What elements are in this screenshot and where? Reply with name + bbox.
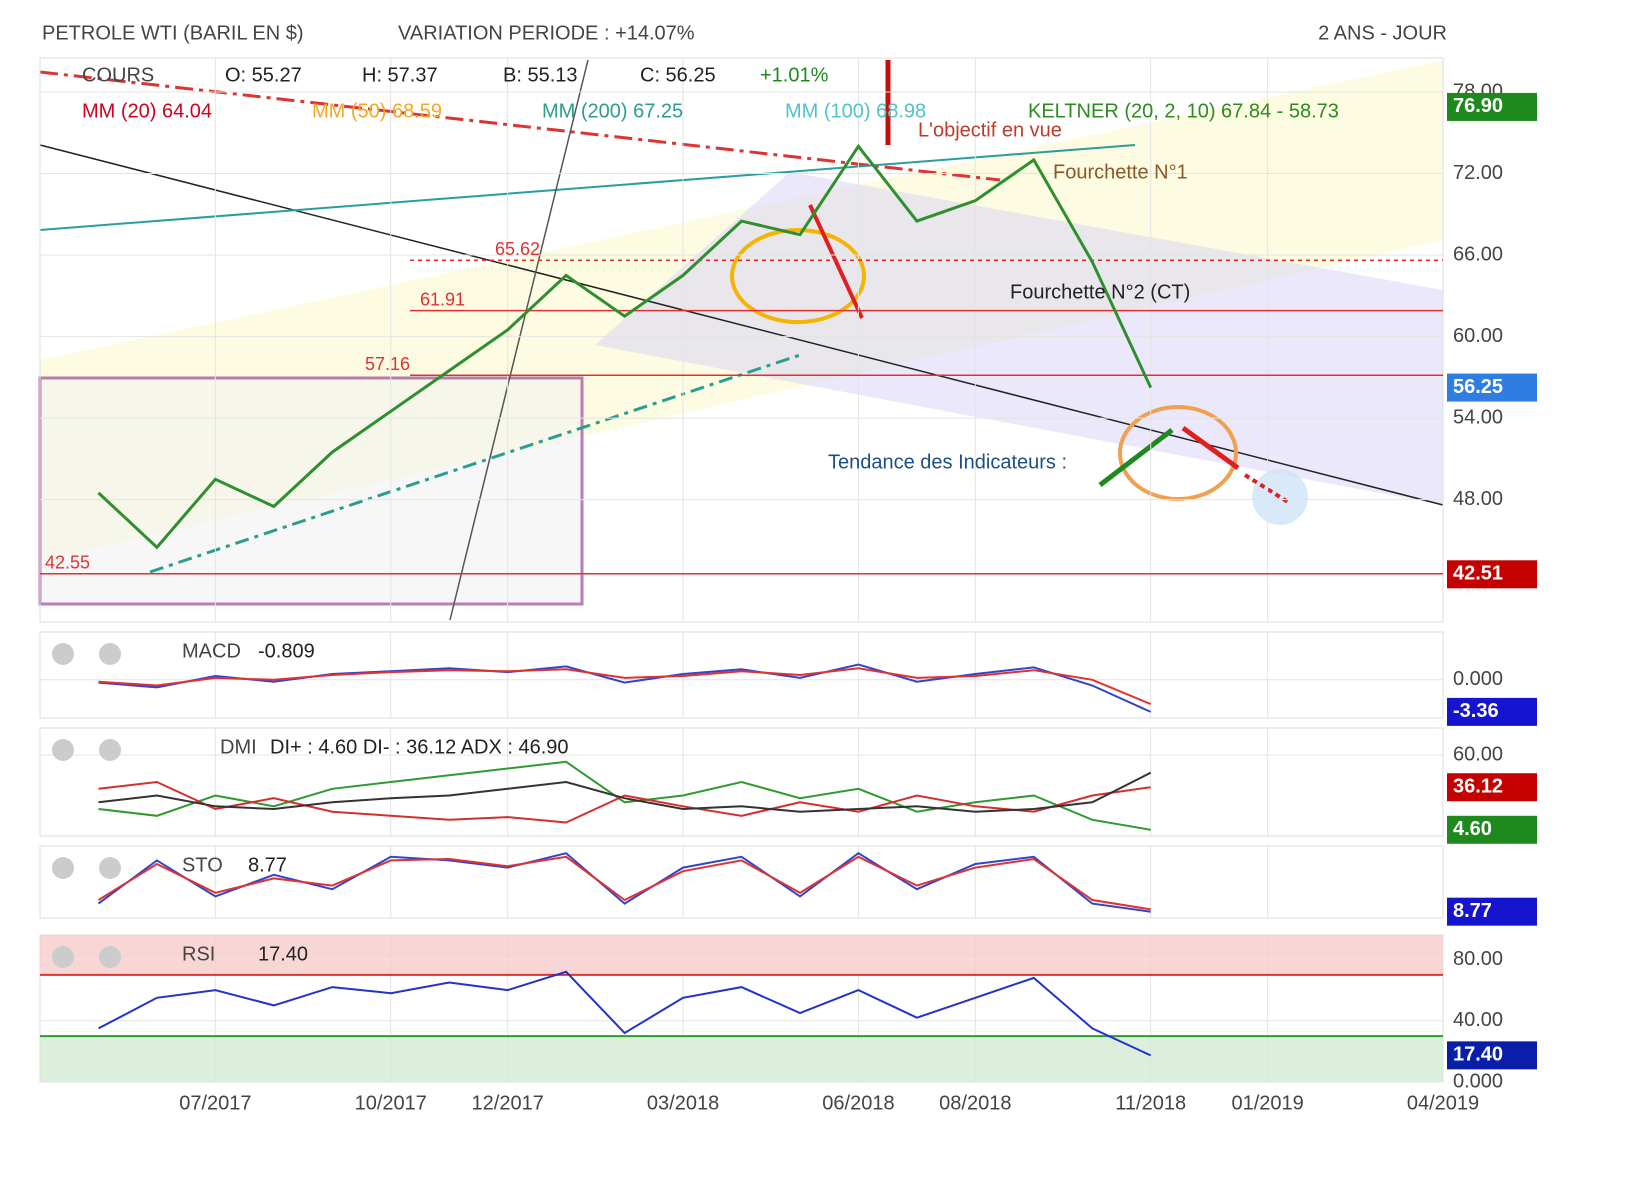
x-tick-label: 01/2019 [1231, 1092, 1303, 1114]
value-badge [1447, 560, 1537, 589]
panel-icon[interactable] [99, 739, 121, 761]
series-line [97, 851, 1151, 913]
value-badge-label: -3.36 [1453, 700, 1499, 722]
trendline [149, 353, 801, 574]
value-badge-label: 4.60 [1453, 818, 1492, 840]
series-line [98, 760, 1151, 831]
x-tick-label: 06/2018 [822, 1092, 894, 1114]
indicator-legend: MM (100) 68.98 [785, 100, 926, 122]
panel-icon[interactable] [52, 739, 74, 761]
series-line [98, 771, 1152, 813]
y-tick-label: 60.00 [1453, 325, 1503, 347]
series-line [97, 855, 1151, 911]
x-tick-label: 10/2017 [355, 1092, 427, 1114]
trendline [39, 144, 1136, 231]
panel-frame [39, 727, 1444, 837]
arrow [1098, 428, 1174, 487]
value-badge-label: 8.77 [1453, 900, 1492, 922]
y-tick-label: 66.00 [1453, 243, 1503, 265]
annotation: Fourchette N°2 (CT) [1010, 281, 1190, 303]
panel-icon[interactable] [52, 946, 74, 968]
x-tick-label: 11/2018 [1115, 1092, 1186, 1114]
panel-frame [39, 631, 1444, 719]
x-tick-label: 04/2019 [1407, 1092, 1479, 1114]
y-tick-label: 48.00 [1453, 488, 1503, 510]
trendline [39, 70, 1001, 182]
period[interactable]: 2 ANS - JOUR [1318, 22, 1447, 44]
value-badge [1447, 92, 1537, 121]
series-line [97, 143, 1153, 550]
indicator-name: DMI [220, 736, 257, 758]
value-badge [1447, 1041, 1537, 1070]
value-badge-label: 42.51 [1453, 563, 1503, 585]
panel-icon[interactable] [52, 643, 74, 665]
highlight [1252, 469, 1308, 525]
y-tick-label: 80.00 [1453, 948, 1503, 970]
legend-text: B: 55.13 [503, 64, 578, 86]
x-tick-label: 03/2018 [647, 1092, 719, 1114]
level-label: 57.16 [365, 354, 410, 374]
level-label: 42.55 [45, 553, 90, 573]
panel-icon[interactable] [99, 946, 121, 968]
chart-subtitle: VARIATION PERIODE : +14.07% [398, 22, 695, 44]
overbought-zone [40, 935, 1443, 975]
value-badge [1447, 697, 1537, 726]
y-tick-label: 72.00 [1453, 162, 1503, 184]
panel-icon[interactable] [99, 857, 121, 879]
value-badge-label: 17.40 [1453, 1044, 1503, 1066]
legend-text: C: 56.25 [640, 64, 716, 86]
value-badge [1447, 897, 1537, 926]
value-badge [1447, 773, 1537, 802]
level-label: 65.62 [495, 239, 540, 259]
series-line [98, 667, 1152, 706]
series-line [98, 970, 1152, 1057]
legend-entry: COURS [82, 64, 154, 86]
y-tick-label: 60.00 [1453, 743, 1503, 765]
legend-text: +1.01% [760, 64, 829, 86]
indicator-legend: MM (20) 64.04 [82, 100, 212, 122]
y-tick-label: 0.000 [1453, 1070, 1503, 1092]
value-badge [1447, 373, 1537, 402]
y-tick-label: 40.00 [1453, 1009, 1503, 1031]
y-tick-label: 54.00 [1453, 406, 1503, 428]
x-tick-label: 07/2017 [179, 1092, 251, 1114]
level-label: 61.91 [420, 289, 465, 309]
annotation: Tendance des Indicateurs : [828, 451, 1067, 473]
value-badge-label: 76.90 [1453, 95, 1503, 117]
y-tick-label: 0.000 [1453, 668, 1503, 690]
highlight [1118, 405, 1238, 501]
indicator-name: STO [182, 854, 223, 876]
panel-icon[interactable] [99, 643, 121, 665]
arrow [1181, 425, 1240, 471]
value-badge [1447, 815, 1537, 844]
trendline [449, 59, 589, 621]
indicator-value: 17.40 [258, 943, 308, 965]
indicator-name: RSI [182, 943, 215, 965]
oversold-zone [40, 1036, 1443, 1082]
arrow [808, 204, 864, 319]
indicator-name: MACD [182, 640, 241, 662]
panel-frame [39, 845, 1444, 919]
indicator-legend: MM (50) 68.59 [312, 100, 442, 122]
series-line [98, 780, 1151, 824]
legend-text: H: 57.37 [362, 64, 438, 86]
annotation: L'objectif en vue [918, 119, 1062, 141]
panel-icon[interactable] [52, 857, 74, 879]
indicator-legend: MM (200) 67.25 [542, 100, 683, 122]
series-line [98, 663, 1152, 713]
value-badge-label: 56.25 [1453, 376, 1503, 398]
annotation: Fourchette N°1 [1053, 161, 1188, 183]
x-tick-label: 12/2017 [472, 1092, 544, 1114]
indicator-value: -0.809 [258, 640, 315, 662]
indicator-value: 8.77 [248, 854, 287, 876]
panel-frame [39, 57, 1444, 623]
legend-text: O: 55.27 [225, 64, 302, 86]
chart-title: PETROLE WTI (BARIL EN $) [42, 22, 304, 44]
x-tick-label: 08/2018 [939, 1092, 1011, 1114]
highlight [730, 228, 866, 324]
indicator-legend: KELTNER (20, 2, 10) 67.84 - 58.73 [1028, 100, 1339, 122]
indicator-value: DI+ : 4.60 DI- : 36.12 ADX : 46.90 [270, 736, 569, 758]
value-badge-label: 36.12 [1453, 776, 1503, 798]
